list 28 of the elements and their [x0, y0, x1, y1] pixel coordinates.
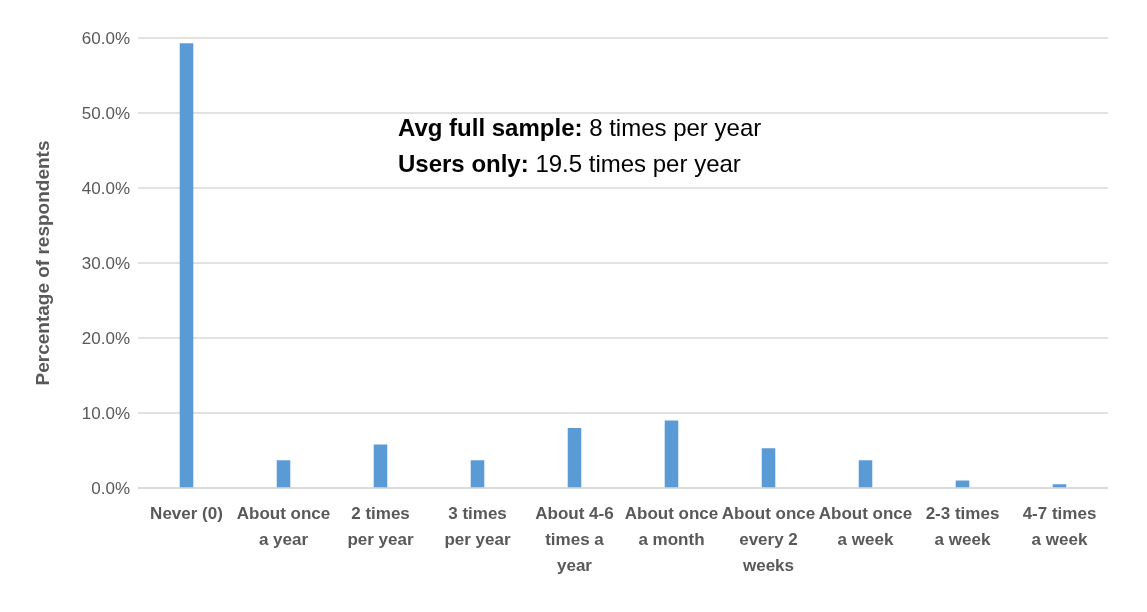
y-tick-label: 0.0%	[91, 479, 130, 499]
x-tick-label: 3 times per year	[444, 504, 511, 549]
bar	[179, 43, 194, 488]
bar	[858, 460, 873, 488]
y-tick-label: 60.0%	[81, 29, 130, 49]
x-tick-label: About once a year	[236, 504, 331, 549]
x-tick-label: About 4-6 times a year	[535, 504, 614, 575]
bar	[470, 460, 485, 488]
bar	[567, 428, 582, 488]
x-tick-label: About once a week	[818, 504, 913, 549]
y-tick-label: 40.0%	[81, 179, 130, 199]
bar	[761, 448, 776, 488]
x-tick-label: Never (0)	[150, 504, 223, 523]
annotation: Avg full sample: 8 times per year	[398, 113, 762, 143]
annotation: Users only: 19.5 times per year	[398, 149, 742, 179]
x-tick-label: 2-3 times a week	[925, 504, 1000, 549]
y-axis-title: Percentage of respondents	[31, 140, 53, 386]
bar	[276, 460, 291, 488]
x-tick-label: 4-7 times a week	[1022, 504, 1097, 549]
y-tick-label: 10.0%	[81, 404, 130, 424]
x-tick-label: About once a month	[624, 504, 719, 549]
y-tick-label: 30.0%	[81, 254, 130, 274]
x-tick-label: 2 times per year	[347, 504, 414, 549]
bar	[664, 420, 679, 488]
x-tick-label: About once every 2 weeks	[721, 504, 816, 575]
y-tick-label: 20.0%	[81, 329, 130, 349]
y-tick-label: 50.0%	[81, 104, 130, 124]
bar	[373, 444, 388, 488]
